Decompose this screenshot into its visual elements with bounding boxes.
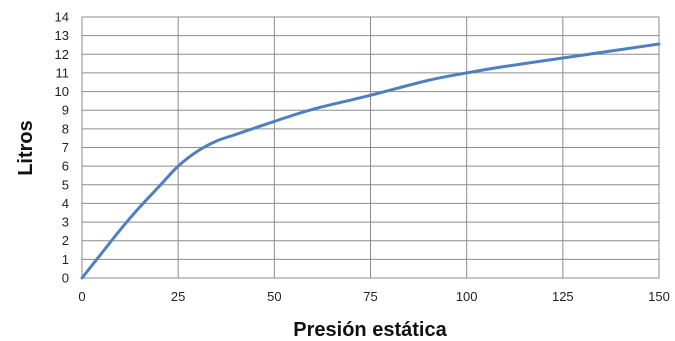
x-tick-label: 125 bbox=[552, 289, 574, 304]
x-tick-label: 50 bbox=[267, 289, 281, 304]
x-tick-label: 25 bbox=[171, 289, 185, 304]
y-tick-label: 0 bbox=[62, 271, 69, 286]
y-tick-label: 11 bbox=[56, 65, 70, 80]
y-tick-label: 5 bbox=[62, 177, 69, 192]
plot-frame bbox=[81, 16, 660, 279]
x-axis-ticks: 0 25 50 75 100 125 150 bbox=[78, 289, 669, 304]
x-axis-title: Presión estática bbox=[293, 319, 447, 341]
series-layer bbox=[80, 42, 661, 280]
y-tick-label: 14 bbox=[55, 10, 69, 25]
y-tick-label: 4 bbox=[62, 196, 69, 211]
plot-border bbox=[81, 16, 660, 279]
y-tick-label: 13 bbox=[55, 28, 69, 43]
y-tick-label: 1 bbox=[62, 252, 69, 267]
y-tick-label: 8 bbox=[62, 121, 69, 136]
x-tick-label: 150 bbox=[648, 289, 670, 304]
y-tick-label: 2 bbox=[62, 233, 69, 248]
y-axis-title: Litros bbox=[15, 120, 37, 176]
y-tick-label: 6 bbox=[62, 159, 69, 174]
y-tick-label: 7 bbox=[62, 140, 69, 155]
y-tick-label: 10 bbox=[55, 84, 69, 99]
y-tick-label: 3 bbox=[62, 215, 69, 230]
grid-lines bbox=[81, 16, 660, 279]
y-tick-label: 9 bbox=[62, 103, 69, 118]
series-line bbox=[80, 42, 661, 280]
x-tick-label: 0 bbox=[78, 289, 85, 304]
x-tick-label: 75 bbox=[363, 289, 377, 304]
y-tick-label: 12 bbox=[55, 47, 69, 62]
x-tick-label: 100 bbox=[456, 289, 478, 304]
